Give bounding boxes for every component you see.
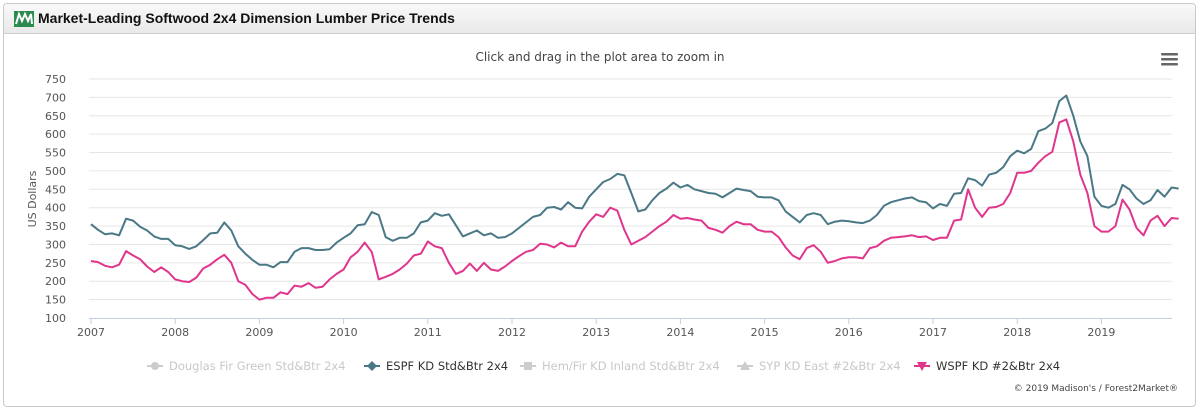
y-tick-label: 250 bbox=[45, 257, 66, 270]
y-tick-label: 200 bbox=[45, 275, 66, 288]
espf-series-line[interactable] bbox=[90, 94, 1179, 269]
y-tick-label: 650 bbox=[45, 110, 66, 123]
legend-label: SYP KD East #2&Btr 2x4 bbox=[759, 359, 901, 373]
panel-header: Market-Leading Softwood 2x4 Dimension Lu… bbox=[4, 4, 1195, 34]
y-tick-label: 750 bbox=[45, 73, 66, 86]
y-tick-label: 600 bbox=[45, 128, 66, 141]
legend-item-5[interactable]: WSPF KD #2&Btr 2x4 bbox=[914, 359, 1060, 373]
forest2market-logo-icon bbox=[14, 11, 34, 27]
legend-item-1[interactable]: Douglas Fir Green Std&Btr 2x4 bbox=[147, 359, 346, 373]
x-tick-label: 2009 bbox=[245, 326, 273, 339]
x-axis-tick-labels: 2007 2008 2009 2010 2011 2012 2013 2014 2015 2016… bbox=[77, 318, 1115, 339]
legend[interactable]: Douglas Fir Green Std&Btr 2x4 ESPF KD Std… bbox=[147, 359, 1060, 373]
x-tick-label: 2012 bbox=[498, 326, 526, 339]
y-tick-label: 150 bbox=[45, 294, 66, 307]
x-tick-label: 2008 bbox=[161, 326, 189, 339]
legend-label: ESPF KD Std&Btr 2x4 bbox=[386, 359, 508, 373]
legend-marker-circle bbox=[151, 362, 159, 370]
x-tick-label: 2017 bbox=[919, 326, 947, 339]
y-tick-label: 450 bbox=[45, 183, 66, 196]
legend-marker-triangle-down bbox=[917, 362, 927, 371]
legend-label: WSPF KD #2&Btr 2x4 bbox=[936, 359, 1060, 373]
legend-marker-diamond bbox=[367, 361, 377, 371]
y-axis-tick-labels: 100 150 200 250 300 350 400 450 500 550 600 650 700 7… bbox=[45, 73, 66, 325]
x-tick-label: 2018 bbox=[1003, 326, 1031, 339]
y-tick-label: 350 bbox=[45, 220, 66, 233]
legend-item-3[interactable]: Hem/Fir KD Inland Std&Btr 2x4 bbox=[520, 359, 720, 373]
x-tick-label: 2013 bbox=[582, 326, 610, 339]
x-tick-label: 2014 bbox=[666, 326, 694, 339]
legend-marker-square bbox=[524, 362, 532, 370]
copyright-credit: © 2019 Madison's / Forest2Market® bbox=[1014, 384, 1178, 394]
y-tick-label: 400 bbox=[45, 202, 66, 215]
legend-label: Hem/Fir KD Inland Std&Btr 2x4 bbox=[542, 359, 720, 373]
legend-item-4[interactable]: SYP KD East #2&Btr 2x4 bbox=[737, 359, 901, 373]
x-tick-label: 2007 bbox=[77, 326, 105, 339]
y-tick-label: 100 bbox=[45, 312, 66, 325]
zoom-hint: Click and drag in the plot area to zoom … bbox=[475, 50, 724, 64]
x-tick-label: 2015 bbox=[751, 326, 779, 339]
grid-lines bbox=[89, 78, 1172, 301]
legend-item-2[interactable]: ESPF KD Std&Btr 2x4 bbox=[364, 359, 508, 373]
chart-title: Market-Leading Softwood 2x4 Dimension Lu… bbox=[38, 10, 455, 26]
y-axis-label: US Dollars bbox=[26, 170, 39, 227]
y-tick-label: 500 bbox=[45, 165, 66, 178]
x-tick-label: 2016 bbox=[835, 326, 863, 339]
x-tick-label: 2019 bbox=[1087, 326, 1115, 339]
legend-marker-triangle bbox=[740, 361, 750, 370]
legend-label: Douglas Fir Green Std&Btr 2x4 bbox=[169, 359, 346, 373]
wspf-series-line[interactable] bbox=[90, 118, 1179, 301]
x-tick-label: 2010 bbox=[330, 326, 358, 339]
hamburger-menu-icon[interactable] bbox=[1158, 49, 1180, 69]
y-tick-label: 300 bbox=[45, 238, 66, 251]
series-lines bbox=[90, 94, 1179, 301]
chart-panel: Market-Leading Softwood 2x4 Dimension Lu… bbox=[3, 3, 1196, 407]
y-tick-label: 700 bbox=[45, 91, 66, 104]
x-tick-label: 2011 bbox=[414, 326, 442, 339]
y-tick-label: 550 bbox=[45, 147, 66, 160]
